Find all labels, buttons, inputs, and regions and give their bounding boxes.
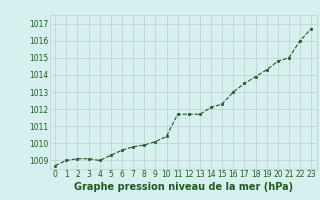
X-axis label: Graphe pression niveau de la mer (hPa): Graphe pression niveau de la mer (hPa) xyxy=(74,182,293,192)
